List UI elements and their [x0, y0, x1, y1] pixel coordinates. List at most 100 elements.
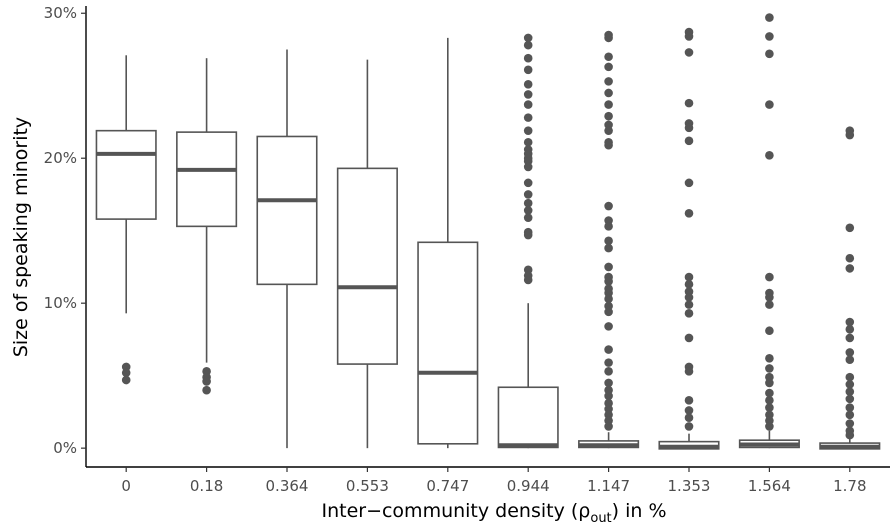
box-group-0-944: [497, 33, 559, 449]
y-tick-label: 30%: [44, 4, 77, 22]
box: [95, 129, 157, 220]
outlier-point: [523, 230, 533, 240]
x-axis-title-subscript: out: [590, 511, 611, 526]
outlier-point: [765, 293, 774, 302]
outlier-point: [523, 206, 533, 215]
outlier-point: [684, 300, 694, 309]
outlier-point: [604, 140, 613, 150]
outlier-point: [845, 419, 855, 428]
outlier-point: [523, 213, 533, 222]
outlier-point: [684, 333, 694, 343]
x-tick-label: 0.18: [190, 477, 223, 495]
outlier-point: [121, 368, 131, 378]
outlier-point: [604, 100, 613, 109]
outlier-point: [845, 130, 855, 140]
x-tick-label: 1.353: [668, 477, 711, 495]
outlier-point: [121, 375, 131, 385]
box-group-1-147: [578, 30, 640, 449]
outlier-point: [202, 377, 211, 386]
y-axis-ticks: 0% 10% 20% 30%: [44, 4, 86, 457]
outlier-point: [604, 358, 613, 367]
outlier-point: [845, 430, 855, 440]
outlier-point: [765, 353, 774, 363]
outlier-point: [845, 253, 855, 263]
outlier-point: [523, 137, 533, 147]
outlier-point: [684, 413, 694, 423]
x-tick-label: 1.78: [833, 477, 866, 495]
outlier-point: [765, 32, 774, 41]
outlier-point: [684, 396, 694, 405]
outlier-point: [604, 33, 613, 43]
y-tick-label: 10%: [44, 294, 77, 312]
outlier-point: [845, 223, 855, 233]
outlier-point: [604, 378, 613, 388]
outlier-point: [765, 422, 774, 431]
y-axis-title: Size of speaking minority: [10, 117, 32, 357]
outlier-point: [604, 367, 613, 376]
outlier-point: [523, 113, 533, 122]
outlier-point: [684, 209, 694, 218]
outlier-point: [845, 372, 855, 382]
outlier-point: [684, 178, 694, 188]
outlier-point: [684, 32, 694, 41]
outlier-point: [765, 396, 774, 405]
outlier-point: [765, 300, 774, 309]
box-group-0-747: [417, 37, 479, 449]
outlier-point: [523, 33, 533, 43]
outlier-point: [604, 307, 613, 317]
outlier-point: [604, 88, 613, 98]
x-axis-title: Inter−community density (ρout) in %: [321, 500, 666, 526]
outlier-point: [845, 264, 855, 273]
outlier-point: [604, 391, 613, 401]
outlier-point: [604, 126, 613, 135]
outlier-point: [523, 100, 533, 109]
outlier-point: [604, 322, 613, 331]
outlier-point: [604, 294, 613, 304]
outlier-point: [604, 201, 613, 211]
outlier-point: [765, 13, 774, 22]
outlier-point: [765, 326, 774, 336]
x-axis-ticks: 0 0.18 0.364 0.553 0.747 0.944 1.147 1.353 1.564…: [121, 467, 867, 495]
outlier-point: [845, 394, 855, 404]
box-group-0-364: [256, 49, 318, 449]
x-tick-label: 0.553: [346, 477, 389, 495]
outlier-point: [684, 309, 694, 318]
box-group-0-18: [176, 58, 238, 395]
outlier-point: [604, 277, 613, 286]
box-group-0: [95, 55, 157, 385]
outlier-point: [845, 380, 855, 389]
outlier-point: [845, 317, 855, 327]
x-tick-label: 0.747: [426, 477, 469, 495]
outlier-point: [845, 410, 855, 420]
outlier-point: [604, 222, 613, 231]
outlier-point: [604, 52, 613, 62]
x-axis-title-main: Inter−community density (ρ: [321, 500, 590, 522]
outlier-point: [604, 111, 613, 121]
x-axis-title-suffix: ) in %: [612, 500, 667, 522]
box-group-1-564: [738, 13, 800, 449]
outlier-point: [845, 403, 855, 412]
outlier-point: [523, 79, 533, 89]
outlier-point: [684, 367, 694, 376]
outlier-point: [684, 136, 694, 146]
outlier-point: [523, 162, 533, 172]
x-tick-label: 1.564: [748, 477, 791, 495]
outlier-point: [604, 77, 613, 86]
outlier-point: [765, 364, 774, 373]
outlier-point: [604, 262, 613, 272]
box: [497, 386, 559, 449]
plot-area: [95, 13, 881, 450]
box-group-1-353: [658, 27, 720, 450]
outlier-point: [684, 98, 694, 108]
outlier-point: [765, 388, 774, 398]
box: [417, 241, 479, 445]
outlier-point: [604, 345, 613, 354]
outlier-point: [523, 53, 533, 63]
outlier-point: [604, 62, 613, 72]
x-tick-label: 0.944: [507, 477, 550, 495]
outlier-point: [684, 123, 694, 133]
y-tick-label: 0%: [53, 439, 77, 457]
outlier-point: [765, 49, 774, 59]
x-tick-label: 0.364: [266, 477, 309, 495]
outlier-point: [604, 243, 613, 253]
